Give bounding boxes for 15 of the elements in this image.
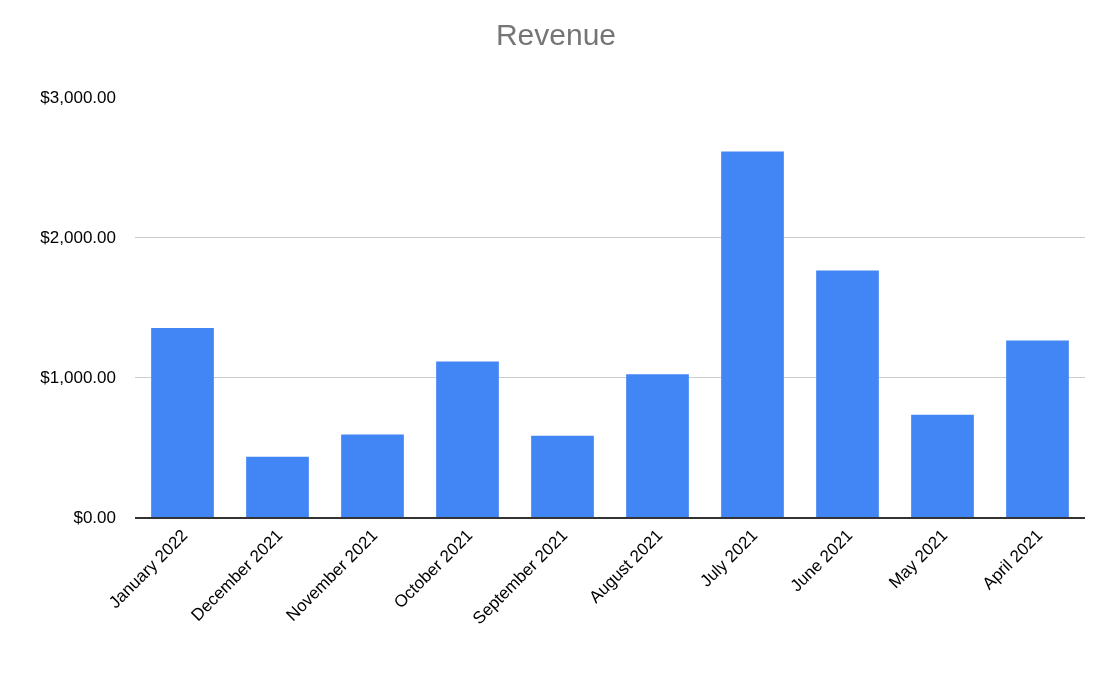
y-tick-label: $2,000.00 [40, 227, 116, 247]
y-tick-label: $0.00 [73, 507, 116, 527]
bar [721, 151, 784, 517]
bar [816, 270, 879, 517]
bar [531, 435, 594, 517]
y-tick-label: $1,000.00 [40, 367, 116, 387]
bar [246, 456, 309, 517]
bar [151, 328, 214, 517]
chart-title: Revenue [495, 17, 617, 51]
bar [436, 361, 499, 517]
bar [911, 414, 974, 517]
bar [626, 374, 689, 517]
bar [1006, 340, 1069, 517]
y-tick-label: $3,000.00 [40, 87, 116, 107]
bar [341, 434, 404, 517]
